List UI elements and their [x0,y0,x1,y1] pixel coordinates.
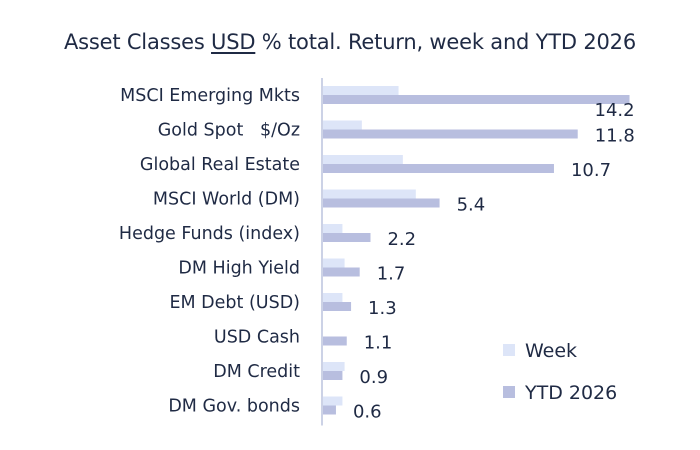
bar-ytd [323,95,630,104]
category-label: DM Credit [213,362,300,382]
bar-week [323,362,345,371]
category-label: MSCI World (DM) [153,190,300,210]
value-labels: 14.2 11.8 10.7 5.4 2.2 1.7 1.3 1.1 0.9 0.6 [353,100,635,423]
bar-ytd [323,405,336,415]
bar-week [323,224,343,233]
value-label: 0.9 [359,367,388,388]
bar-week [323,396,343,406]
legend-swatch-ytd [503,386,515,398]
title-text-end: % total. Return, week and YTD 2026 [255,30,637,54]
legend-label-week: Week [525,340,577,362]
value-label: 1.1 [364,333,393,354]
category-label: Gold Spot $/Oz [158,121,300,141]
bar-week [323,120,362,130]
value-label: 10.7 [571,160,611,181]
bar-week [323,155,403,164]
category-label: Global Real Estate [140,155,300,175]
bar-week [323,293,343,302]
category-label: EM Debt (USD) [169,293,300,313]
category-label: DM Gov. bonds [168,397,300,417]
category-label: MSCI Emerging Mkts [120,86,300,106]
category-labels: MSCI Emerging Mkts Gold Spot $/Oz Global R… [119,86,300,417]
bars-group [323,86,630,415]
bar-ytd [323,302,352,311]
bar-week [323,258,345,268]
value-label: 1.3 [368,298,397,319]
bar-ytd [323,164,554,173]
value-label: 1.7 [377,264,406,285]
bar-ytd [323,198,440,208]
value-label: 0.6 [353,402,382,423]
category-label: Hedge Funds (index) [119,224,300,244]
value-label: 2.2 [387,229,416,250]
value-label: 11.8 [595,126,635,147]
legend-swatch-week [503,344,515,356]
bar-ytd [323,233,371,242]
chart-title: Asset Classes USD % total. Return, week … [0,30,700,54]
value-label: 5.4 [457,195,486,216]
bar-week [323,86,399,95]
title-text-start: Asset Classes [63,30,212,54]
title-text-underlined: USD [211,30,256,54]
bar-week [323,189,416,199]
bar-ytd [323,336,347,346]
value-label: 14.2 [595,100,635,121]
legend: Week YTD 2026 [503,340,617,404]
bar-ytd [323,129,578,139]
category-label: USD Cash [214,328,300,348]
category-label: DM High Yield [178,259,300,279]
bar-ytd [323,371,343,380]
legend-label-ytd: YTD 2026 [524,382,617,404]
bar-ytd [323,267,360,277]
